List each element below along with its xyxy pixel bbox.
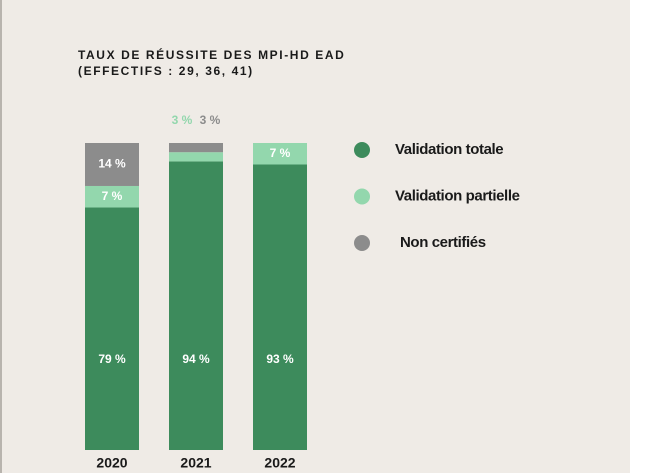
value-label: 94 % xyxy=(182,352,210,366)
bar-segment xyxy=(85,185,139,208)
bar-segment xyxy=(85,143,139,186)
legend-label: Validation partielle xyxy=(395,187,520,204)
legend-label: Validation totale xyxy=(395,141,503,158)
bar-segment xyxy=(169,161,223,451)
value-label: 93 % xyxy=(266,352,294,366)
bar-segment xyxy=(253,164,307,451)
value-label: 3 % xyxy=(172,113,193,127)
value-label: 14 % xyxy=(98,157,126,171)
legend-marker xyxy=(354,142,370,158)
x-tick-label: 2021 xyxy=(180,455,211,471)
chart-subtitle: (EFFECTIFS : 29, 36, 41) xyxy=(78,64,254,78)
legend-label: Non certifiés xyxy=(400,234,486,251)
bar-segment xyxy=(253,143,307,165)
bar-segment xyxy=(169,143,223,153)
bar-segment xyxy=(169,152,223,162)
value-label: 7 % xyxy=(270,146,291,160)
x-tick-label: 2020 xyxy=(96,455,127,471)
value-label: 79 % xyxy=(98,352,126,366)
value-label: 7 % xyxy=(102,189,123,203)
legend-marker xyxy=(354,235,370,251)
bar-segment xyxy=(85,207,139,450)
x-tick-label: 2022 xyxy=(264,455,295,471)
value-label: 3 % xyxy=(200,113,221,127)
legend-marker xyxy=(354,188,370,205)
chart-title: TAUX DE RÉUSSITE DES MPI-HD EAD xyxy=(78,47,345,62)
